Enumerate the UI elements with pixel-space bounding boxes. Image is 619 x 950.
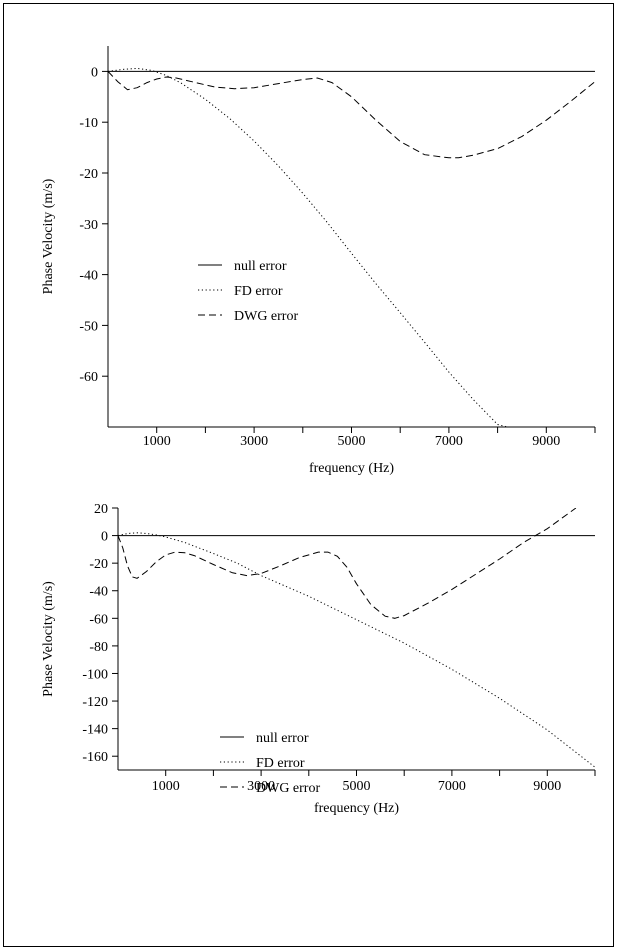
series-line-dwg-error (118, 508, 577, 619)
x-tick-label: 5000 (338, 434, 366, 449)
y-tick-label: -60 (89, 612, 108, 627)
x-tick-label: 5000 (343, 779, 371, 794)
y-tick-label: -160 (82, 750, 108, 765)
x-tick-label: 1000 (152, 779, 180, 794)
x-tick-label: 7000 (435, 434, 463, 449)
y-tick-label: -10 (79, 116, 98, 131)
legend-label: DWG error (256, 781, 320, 796)
y-tick-label: -40 (79, 269, 98, 284)
legend-label: null error (256, 731, 309, 746)
x-tick-label: 9000 (532, 434, 560, 449)
series-line-dwg-error (108, 71, 595, 159)
y-tick-label: -20 (79, 167, 98, 182)
legend-label: FD error (256, 756, 305, 771)
y-tick-label: 0 (91, 65, 98, 80)
y-tick-label: -100 (82, 667, 108, 682)
y-axis-label: Phase Velocity (m/s) (41, 581, 56, 697)
series-line-fd-error (118, 532, 595, 768)
y-axis-label: Phase Velocity (m/s) (41, 178, 56, 294)
y-tick-label: -30 (79, 218, 98, 233)
x-axis-label: frequency (Hz) (309, 461, 394, 476)
x-tick-label: 3000 (240, 434, 268, 449)
x-tick-label: 7000 (438, 779, 466, 794)
legend-label: null error (234, 259, 287, 274)
y-tick-label: -120 (82, 695, 108, 710)
legend-label: DWG error (234, 309, 298, 324)
y-tick-label: -20 (89, 557, 108, 572)
y-tick-label: -60 (79, 370, 98, 385)
y-tick-label: -80 (89, 640, 108, 655)
y-tick-label: 20 (94, 502, 108, 517)
x-tick-label: 1000 (143, 434, 171, 449)
x-tick-label: 3000 (247, 779, 275, 794)
y-tick-label: -140 (82, 723, 108, 738)
y-tick-label: 0 (101, 530, 108, 545)
y-tick-label: -50 (79, 319, 98, 334)
x-axis-label: frequency (Hz) (314, 801, 399, 816)
y-tick-label: -40 (89, 585, 108, 600)
legend-label: FD error (234, 284, 283, 299)
series-line-fd-error (108, 67, 508, 427)
x-tick-label: 9000 (533, 779, 561, 794)
figure-frame (3, 3, 614, 947)
